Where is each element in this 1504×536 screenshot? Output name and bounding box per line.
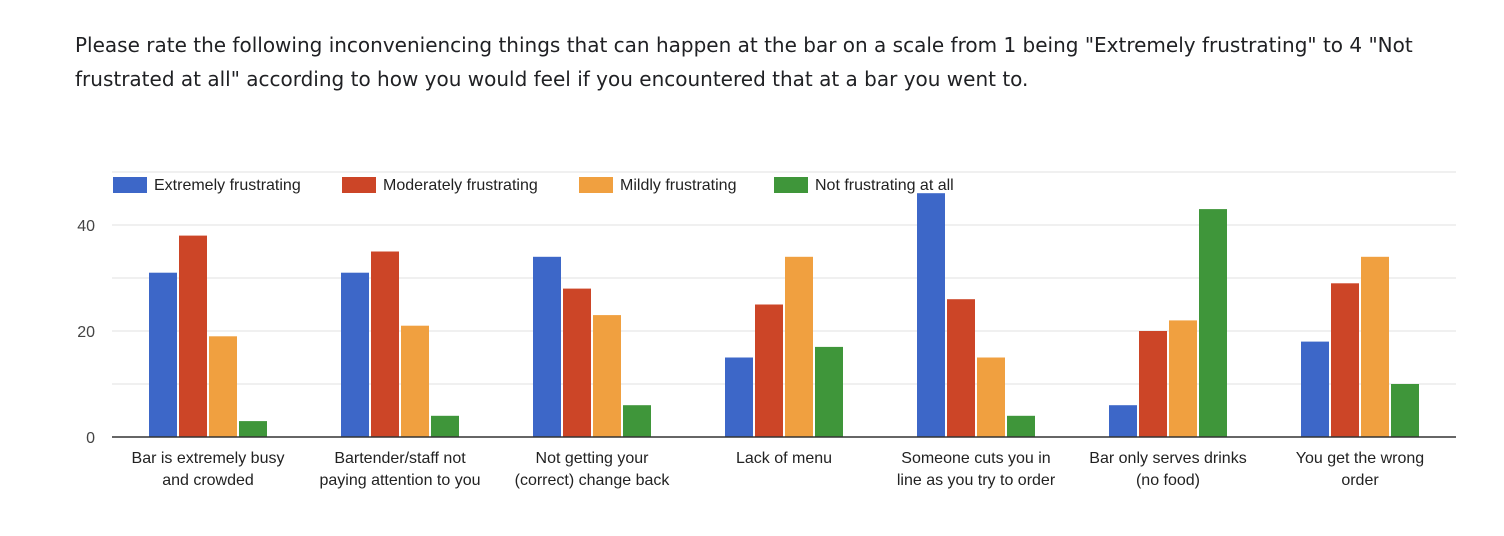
bar-mildly-frustrating xyxy=(401,325,429,437)
bar-mildly-frustrating xyxy=(1361,256,1389,437)
bar-moderately-frustrating xyxy=(1331,283,1359,437)
bar-moderately-frustrating xyxy=(755,304,783,437)
bar-not-frustrating-at-all xyxy=(815,346,843,437)
bar-mildly-frustrating xyxy=(593,315,621,437)
bar-moderately-frustrating xyxy=(371,251,399,437)
bar-moderately-frustrating xyxy=(947,299,975,437)
bar-moderately-frustrating xyxy=(1139,331,1167,437)
bar-not-frustrating-at-all xyxy=(239,421,267,437)
legend-swatch xyxy=(342,177,376,193)
bar-not-frustrating-at-all xyxy=(1199,209,1227,437)
bar-moderately-frustrating xyxy=(179,235,207,437)
category-label: Bar is extremely busy and crowded xyxy=(132,450,285,489)
category-label: Not getting your (correct) change back xyxy=(515,450,671,489)
y-tick-label: 40 xyxy=(77,218,95,235)
legend-label: Moderately frustrating xyxy=(383,177,538,194)
bar-not-frustrating-at-all xyxy=(1391,384,1419,437)
bar-extremely-frustrating xyxy=(725,357,753,437)
bar-not-frustrating-at-all xyxy=(431,415,459,437)
y-tick-label: 0 xyxy=(86,430,95,447)
question-text: Please rate the following inconveniencin… xyxy=(75,33,1413,91)
y-tick-label: 20 xyxy=(77,324,95,341)
bar-mildly-frustrating xyxy=(209,336,237,437)
bar-moderately-frustrating xyxy=(563,288,591,437)
category-label: Lack of menu xyxy=(736,450,832,467)
category-label: Bartender/staff not paying attention to y… xyxy=(319,450,480,489)
legend-label: Extremely frustrating xyxy=(154,177,301,194)
legend-label: Not frustrating at all xyxy=(815,177,954,194)
bar-extremely-frustrating xyxy=(149,272,177,437)
bar-mildly-frustrating xyxy=(785,256,813,437)
bar-not-frustrating-at-all xyxy=(623,405,651,437)
legend-swatch xyxy=(113,177,147,193)
legend-swatch xyxy=(774,177,808,193)
bar-mildly-frustrating xyxy=(977,357,1005,437)
bar-extremely-frustrating xyxy=(1109,405,1137,437)
bar-extremely-frustrating xyxy=(917,193,945,437)
category-label: You get the wrong order xyxy=(1296,450,1424,489)
bar-extremely-frustrating xyxy=(341,272,369,437)
bar-mildly-frustrating xyxy=(1169,320,1197,437)
legend-label: Mildly frustrating xyxy=(620,177,736,194)
bar-not-frustrating-at-all xyxy=(1007,415,1035,437)
bar-extremely-frustrating xyxy=(533,256,561,437)
legend-swatch xyxy=(579,177,613,193)
category-label: Someone cuts you in line as you try to or… xyxy=(897,450,1056,489)
category-label: Bar only serves drinks (no food) xyxy=(1089,450,1246,489)
bar-extremely-frustrating xyxy=(1301,341,1329,437)
